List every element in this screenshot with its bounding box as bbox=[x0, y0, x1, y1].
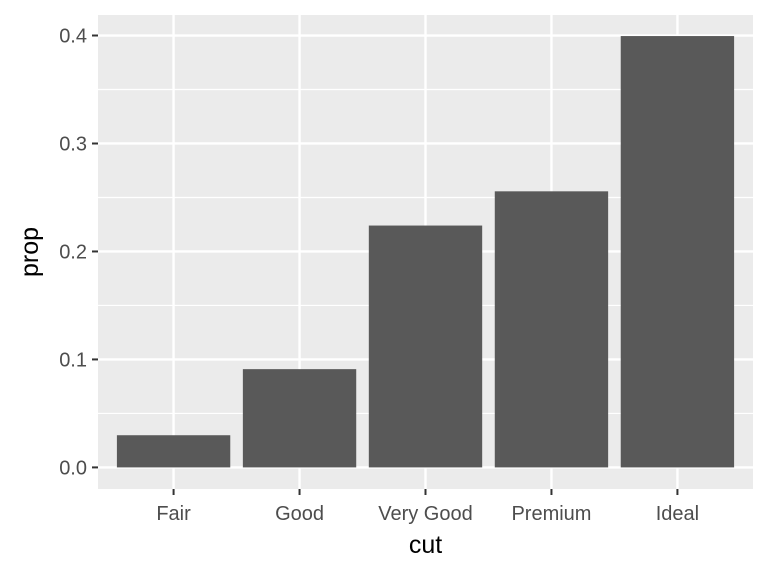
bar-good bbox=[242, 369, 357, 468]
bars bbox=[116, 36, 735, 468]
bar-ideal bbox=[620, 36, 735, 468]
y-tick-label: 0.1 bbox=[59, 349, 87, 371]
x-tick-label: Fair bbox=[156, 503, 191, 525]
y-axis: 0.0 0.1 0.2 0.3 0.4 bbox=[59, 26, 98, 479]
x-axis: Fair Good Very Good Premium Ideal bbox=[156, 489, 699, 525]
x-tick-label: Premium bbox=[511, 503, 591, 525]
y-tick-label: 0.4 bbox=[59, 26, 87, 48]
y-tick-label: 0.3 bbox=[59, 133, 87, 155]
x-tick-label: Good bbox=[275, 503, 324, 525]
y-tick-label: 0.0 bbox=[59, 457, 87, 479]
x-tick-label: Very Good bbox=[378, 503, 473, 525]
x-tick-label: Ideal bbox=[656, 503, 699, 525]
y-axis-title: prop bbox=[16, 227, 44, 277]
bar-very-good bbox=[368, 225, 483, 468]
bar-premium bbox=[494, 191, 609, 468]
y-tick-label: 0.2 bbox=[59, 241, 87, 263]
x-axis-title: cut bbox=[409, 531, 442, 559]
bar-fair bbox=[116, 435, 231, 468]
